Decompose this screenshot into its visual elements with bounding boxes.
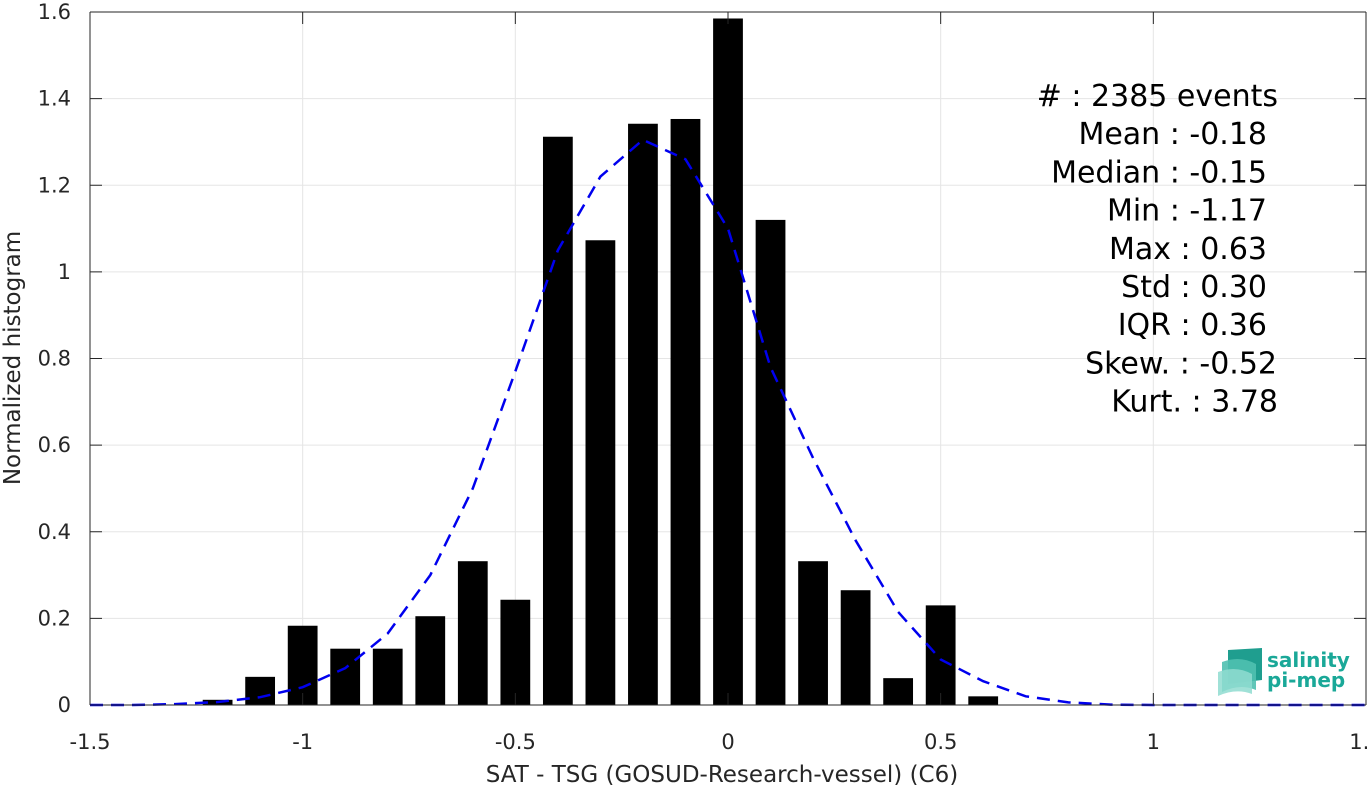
logo-text-pi-mep: pi-mep bbox=[1267, 668, 1345, 692]
x-tick-label: 1.5 bbox=[1349, 730, 1367, 754]
stat-line: # : 2385 events bbox=[1037, 79, 1278, 114]
y-tick-label: 0.8 bbox=[38, 347, 71, 371]
histogram-bar bbox=[925, 605, 956, 705]
histogram-bar bbox=[585, 240, 616, 705]
histogram-bar bbox=[415, 616, 446, 705]
stat-line: Std : 0.30 bbox=[1121, 270, 1267, 305]
x-tick-label: -1 bbox=[292, 730, 313, 754]
x-tick-label: -1.5 bbox=[70, 730, 111, 754]
x-tick-label: 0 bbox=[721, 730, 734, 754]
histogram-bar bbox=[330, 648, 361, 705]
salinity-pi-mep-logo: salinity pi-mep bbox=[1218, 648, 1350, 696]
histogram-bar bbox=[713, 18, 743, 705]
y-tick-label: 0.2 bbox=[38, 606, 71, 630]
y-axis-ticks: 0 0.2 0.4 0.6 0.8 1 1.2 1.4 1.6 bbox=[38, 0, 1366, 717]
y-tick-label: 1 bbox=[58, 260, 71, 284]
histogram-bar bbox=[755, 219, 786, 705]
y-tick-label: 0.4 bbox=[38, 520, 71, 544]
y-axis-label: Normalized histogram bbox=[0, 231, 26, 485]
x-tick-label: -0.5 bbox=[495, 730, 536, 754]
histogram-bar bbox=[883, 678, 914, 705]
histogram-bar bbox=[798, 561, 828, 705]
stat-line: Median : -0.15 bbox=[1051, 155, 1267, 190]
y-tick-label: 1.6 bbox=[38, 0, 71, 24]
x-tick-label: 1 bbox=[1147, 730, 1160, 754]
histogram-bar bbox=[500, 599, 531, 705]
stat-line: Max : 0.63 bbox=[1109, 232, 1267, 267]
histogram-bar bbox=[245, 676, 276, 705]
histogram-bar bbox=[670, 118, 701, 705]
stat-line: IQR : 0.36 bbox=[1118, 308, 1267, 343]
histogram-bar bbox=[372, 648, 403, 705]
histogram-bar bbox=[628, 123, 658, 706]
x-axis-ticks: -1.5 -1 -0.5 0 0.5 1 1.5 bbox=[70, 12, 1367, 754]
y-tick-label: 0.6 bbox=[38, 433, 71, 457]
stat-line: Mean : -0.18 bbox=[1078, 117, 1267, 152]
logo-text-salinity: salinity bbox=[1267, 648, 1350, 672]
histogram-bar bbox=[457, 561, 488, 705]
histogram-bar bbox=[840, 590, 871, 705]
stat-line: Skew. : -0.52 bbox=[1085, 346, 1277, 381]
y-tick-label: 1.2 bbox=[38, 173, 71, 197]
histogram-bar bbox=[542, 136, 573, 706]
x-axis-label: SAT - TSG (GOSUD-Research-vessel) (C6) bbox=[486, 762, 958, 785]
stat-line: Min : -1.17 bbox=[1107, 194, 1267, 229]
x-tick-label: 0.5 bbox=[924, 730, 957, 754]
stat-line: Kurt. : 3.78 bbox=[1111, 385, 1278, 420]
histogram-bars bbox=[202, 18, 999, 706]
histogram-bar bbox=[287, 625, 318, 705]
histogram-bar bbox=[968, 696, 999, 705]
logo-waves-icon bbox=[1218, 648, 1262, 696]
y-tick-label: 1.4 bbox=[38, 87, 71, 111]
y-tick-label: 0 bbox=[58, 693, 71, 717]
